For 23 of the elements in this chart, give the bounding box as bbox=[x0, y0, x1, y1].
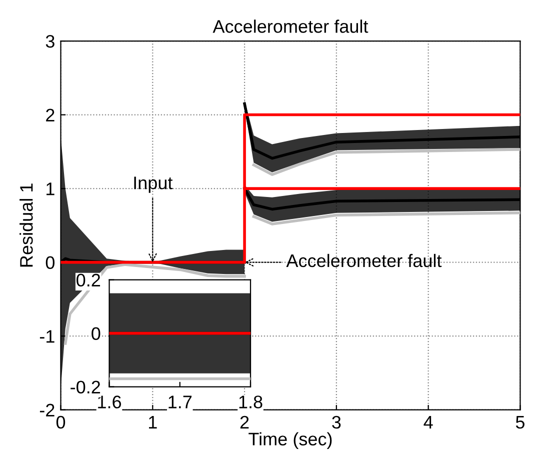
x-tick-label: 1.6 bbox=[98, 396, 122, 408]
x-tick-label: 1.7 bbox=[168, 396, 192, 408]
y-axis-title: Residual 1 bbox=[20, 184, 33, 267]
x-axis-title: Time (sec) bbox=[248, 432, 332, 450]
annotation: Accelerometer fault bbox=[286, 254, 442, 268]
y-tick-label: 1 bbox=[46, 182, 54, 196]
y-tick-label: -0.2 bbox=[70, 380, 100, 394]
x-tick-label: 0 bbox=[56, 416, 66, 429]
x-tick-label: 1.8 bbox=[239, 396, 262, 408]
x-tick-label: 4 bbox=[424, 416, 433, 428]
annotation: Input bbox=[134, 176, 173, 193]
x-tick-label: 1 bbox=[149, 416, 157, 428]
chart-title: Accelerometer fault bbox=[212, 20, 368, 33]
y-tick-label: 0 bbox=[46, 256, 54, 270]
x-tick-label: 5 bbox=[516, 416, 524, 429]
y-tick-label: 0.2 bbox=[76, 274, 100, 287]
x-tick-label: 3 bbox=[332, 416, 341, 429]
y-tick-label: 2 bbox=[46, 108, 54, 122]
y-tick-label: 3 bbox=[46, 34, 54, 48]
x-tick-label: 2 bbox=[240, 416, 249, 428]
y-tick-label: 0 bbox=[92, 327, 100, 340]
y-tick-label: -1 bbox=[40, 330, 54, 343]
y-tick-label: -2 bbox=[40, 404, 54, 416]
